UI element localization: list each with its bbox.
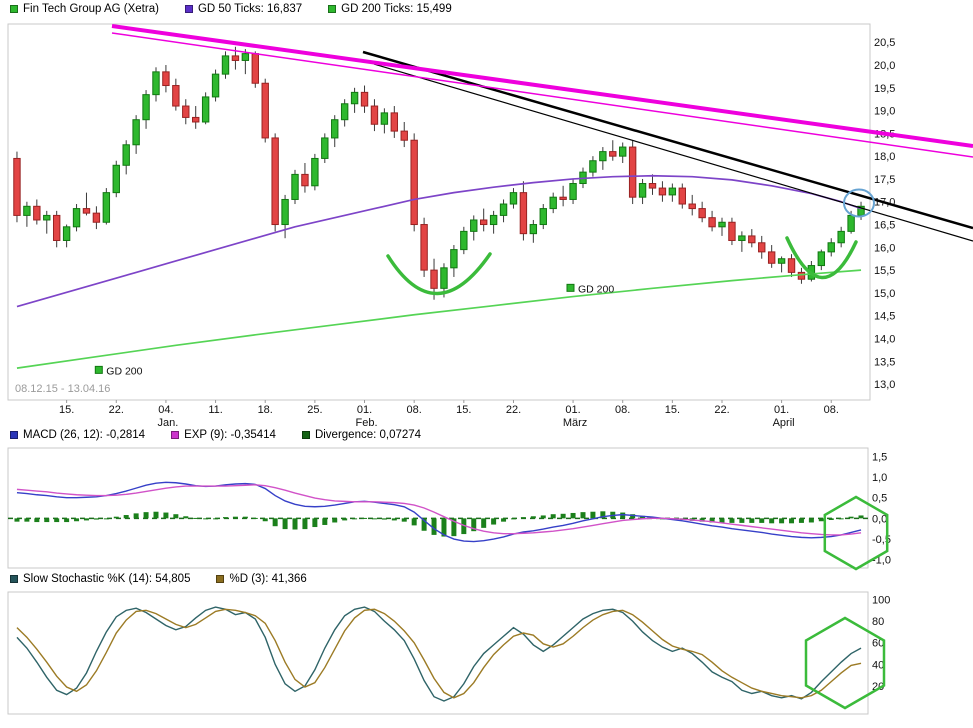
- svg-text:01.: 01.: [565, 404, 580, 416]
- svg-text:GD 200: GD 200: [106, 365, 142, 377]
- svg-text:März: März: [563, 417, 587, 429]
- svg-text:16,5: 16,5: [874, 220, 895, 232]
- date-range-label: 08.12.15 - 13.04.16: [15, 383, 111, 395]
- svg-text:1,0: 1,0: [872, 472, 887, 484]
- svg-text:20,0: 20,0: [874, 60, 895, 72]
- svg-text:13,5: 13,5: [874, 356, 895, 368]
- legend-label: Divergence: 0,07274: [314, 429, 422, 441]
- legend-item-macd: MACD (26, 12): -0,2814: [10, 429, 145, 441]
- svg-text:19,0: 19,0: [874, 106, 895, 118]
- svg-text:18,0: 18,0: [874, 151, 895, 163]
- svg-text:18.: 18.: [258, 404, 273, 416]
- svg-text:20,5: 20,5: [874, 37, 895, 49]
- svg-text:100: 100: [872, 595, 890, 607]
- svg-text:40: 40: [872, 659, 884, 671]
- svg-text:15.: 15.: [665, 404, 680, 416]
- legend-label: EXP (9): -0,35414: [184, 429, 276, 441]
- svg-text:14,0: 14,0: [874, 333, 895, 345]
- svg-text:14,5: 14,5: [874, 311, 895, 323]
- legend-item-gd200: GD 200 Ticks: 15,499: [328, 3, 452, 15]
- legend-item-exp: EXP (9): -0,35414: [171, 429, 276, 441]
- svg-text:13,0: 13,0: [874, 379, 895, 391]
- main-chart-legend: Fin Tech Group AG (Xetra) GD 50 Ticks: 1…: [10, 3, 452, 15]
- svg-text:80: 80: [872, 616, 884, 628]
- macd-swatch: [10, 431, 18, 439]
- svg-text:April: April: [773, 417, 795, 429]
- svg-text:-1,0: -1,0: [872, 555, 891, 567]
- svg-text:0,5: 0,5: [872, 493, 887, 505]
- legend-label: Slow Stochastic %K (14): 54,805: [23, 573, 191, 585]
- svg-text:08.: 08.: [615, 404, 630, 416]
- percent-d-swatch: [216, 575, 225, 583]
- divergence-swatch: [301, 431, 310, 439]
- svg-text:1,5: 1,5: [872, 451, 887, 463]
- legend-label: GD 50 Ticks: 16,837: [197, 3, 303, 15]
- svg-text:22.: 22.: [714, 404, 729, 416]
- svg-text:01.: 01.: [357, 404, 372, 416]
- svg-text:15,5: 15,5: [874, 265, 895, 277]
- legend-label: MACD (26, 12): -0,2814: [23, 429, 146, 441]
- legend-item-percent-k: Slow Stochastic %K (14): 54,805: [10, 573, 190, 585]
- svg-text:08.: 08.: [407, 404, 422, 416]
- svg-text:Feb.: Feb.: [356, 417, 378, 429]
- svg-text:Jan.: Jan.: [158, 417, 179, 429]
- gd50-swatch: [184, 5, 193, 13]
- svg-text:25.: 25.: [307, 404, 322, 416]
- svg-text:22.: 22.: [506, 404, 521, 416]
- legend-item-percent-d: %D (3): 41,366: [216, 573, 307, 585]
- svg-text:19,5: 19,5: [874, 83, 895, 95]
- instrument-swatch: [10, 5, 18, 13]
- legend-label: %D (3): 41,366: [229, 573, 307, 585]
- svg-text:15.: 15.: [456, 404, 471, 416]
- legend-item-divergence: Divergence: 0,07274: [301, 429, 422, 441]
- macd-legend: MACD (26, 12): -0,2814 EXP (9): -0,35414…: [10, 429, 421, 441]
- gd200-swatch: [328, 5, 337, 13]
- legend-label: Fin Tech Group AG (Xetra): [23, 3, 159, 15]
- svg-text:22.: 22.: [109, 404, 124, 416]
- legend-item-gd50: GD 50 Ticks: 16,837: [184, 3, 303, 15]
- svg-text:15.: 15.: [59, 404, 74, 416]
- percent-k-swatch: [10, 575, 18, 583]
- svg-text:GD 200: GD 200: [578, 283, 614, 295]
- svg-text:01.: 01.: [774, 404, 789, 416]
- legend-label: GD 200 Ticks: 15,499: [341, 3, 452, 15]
- stochastic-legend: Slow Stochastic %K (14): 54,805 %D (3): …: [10, 573, 307, 585]
- svg-text:15,0: 15,0: [874, 288, 895, 300]
- svg-text:16,0: 16,0: [874, 242, 895, 254]
- svg-text:60: 60: [872, 638, 884, 650]
- legend-item-instrument: Fin Tech Group AG (Xetra): [10, 3, 159, 15]
- svg-text:11.: 11.: [208, 404, 222, 416]
- svg-text:0,0: 0,0: [872, 513, 887, 525]
- svg-text:08.: 08.: [824, 404, 839, 416]
- svg-text:04.: 04.: [158, 404, 173, 416]
- exp-swatch: [171, 431, 180, 439]
- svg-text:17,5: 17,5: [874, 174, 895, 186]
